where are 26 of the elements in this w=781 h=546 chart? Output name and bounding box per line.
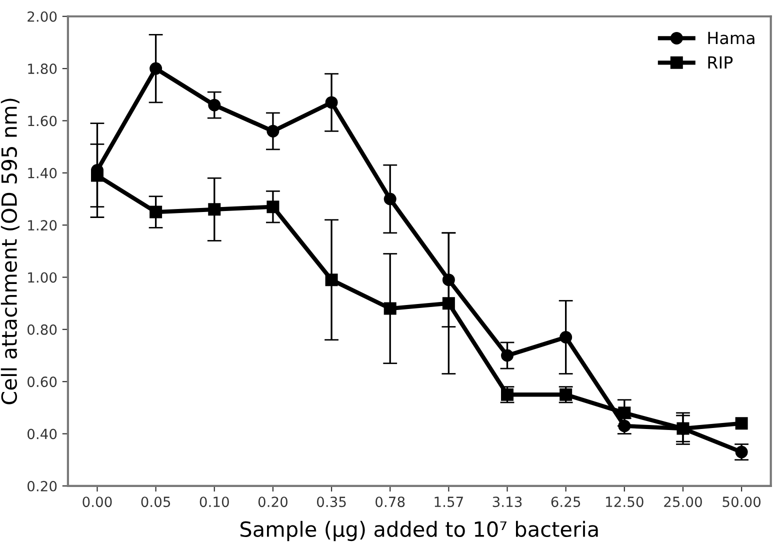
x-tick-label: 12.50: [606, 496, 644, 508]
x-tick-label: 0.05: [141, 496, 170, 508]
y-axis-title: Cell attachment (OD 595 nm): [0, 98, 20, 404]
legend-label: Hama: [708, 32, 754, 44]
y-tick-label: 0.80: [28, 324, 57, 335]
y-tick-label: 2.00: [28, 11, 57, 22]
x-tick-label: 0.10: [200, 496, 229, 508]
x-tick-label: 0.20: [258, 496, 288, 508]
y-tick-label: 0.60: [28, 376, 57, 388]
y-tick-label: 1.40: [28, 168, 57, 178]
x-tick-label: 50.00: [722, 496, 761, 508]
y-tick-label: 1.00: [28, 272, 57, 283]
x-tick-label: 0.78: [376, 496, 405, 508]
y-tick-label: 0.20: [28, 480, 57, 492]
x-axis-title: Sample (µg) added to 10⁷ bacteria: [240, 520, 598, 542]
y-tick-label: 0.40: [28, 428, 57, 440]
x-tick-label: 3.13: [492, 496, 522, 508]
x-tick-label: 1.57: [434, 496, 463, 508]
y-tick-label: 1.80: [28, 64, 57, 74]
x-tick-label: 0.35: [316, 496, 346, 508]
legend-label: RIP: [708, 56, 733, 69]
x-tick-label: 0.00: [82, 496, 112, 508]
y-tick-label: 1.20: [28, 220, 57, 231]
y-tick-label: 1.60: [28, 116, 57, 126]
x-tick-label: 25.00: [664, 496, 702, 508]
x-tick-label: 6.25: [551, 496, 580, 508]
